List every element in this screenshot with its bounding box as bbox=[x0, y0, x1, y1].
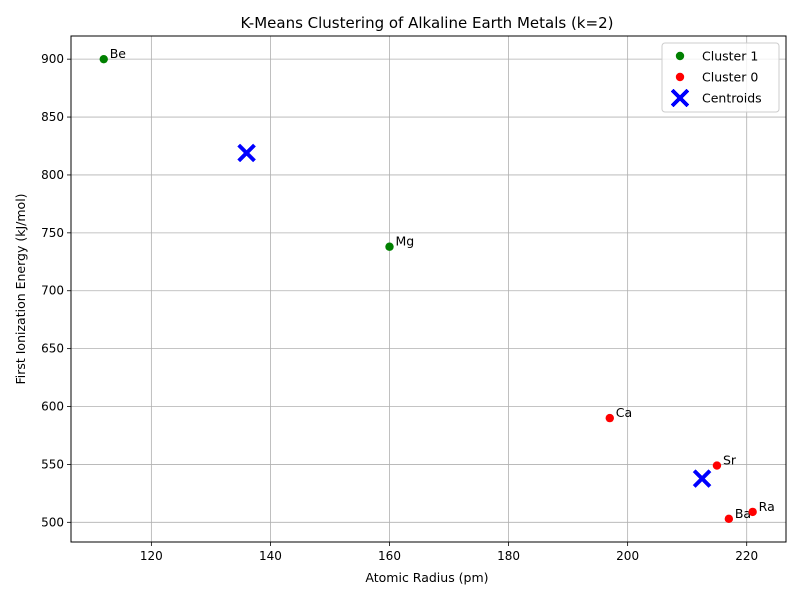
centroid-marker bbox=[237, 143, 256, 163]
legend-entry: Cluster 1 bbox=[702, 49, 758, 64]
y-tick-label: 550 bbox=[41, 457, 64, 471]
data-point-mg bbox=[385, 242, 394, 251]
x-tick-label: 200 bbox=[616, 549, 639, 563]
y-tick-label: 750 bbox=[41, 226, 64, 240]
y-tick-label: 900 bbox=[41, 52, 64, 66]
x-axis-label: Atomic Radius (pm) bbox=[365, 570, 488, 585]
legend-entry: Centroids bbox=[702, 91, 762, 106]
data-points: Be Mg Ca Sr Ba Ra bbox=[99, 46, 775, 524]
y-tick-label: 700 bbox=[41, 284, 64, 298]
legend-marker bbox=[675, 51, 685, 61]
point-label: Mg bbox=[396, 234, 415, 249]
x-tick-label: 180 bbox=[497, 549, 520, 563]
point-label: Ba bbox=[735, 506, 751, 521]
legend-entry: Cluster 0 bbox=[702, 70, 758, 85]
grid bbox=[71, 36, 786, 542]
plot-frame bbox=[70, 35, 787, 543]
legend-marker bbox=[675, 72, 685, 82]
y-tick-label: 800 bbox=[41, 168, 64, 182]
legend-box bbox=[661, 42, 780, 113]
data-point-ca bbox=[605, 413, 614, 423]
data-point-be bbox=[99, 54, 108, 64]
data-point-ra bbox=[748, 507, 757, 517]
y-tick-label: 500 bbox=[41, 515, 64, 529]
y-axis-label: First Ionization Energy (kJ/mol) bbox=[13, 193, 28, 384]
point-label: Be bbox=[110, 46, 127, 61]
y-tick-label: 650 bbox=[41, 342, 64, 356]
x-ticks: 120 140 160 180 200 220 bbox=[140, 542, 758, 563]
y-ticks: 500 550 600 650 700 750 800 850 900 bbox=[41, 52, 71, 529]
data-point-sr bbox=[712, 461, 722, 470]
x-tick-label: 220 bbox=[735, 549, 758, 563]
x-tick-label: 140 bbox=[259, 549, 282, 563]
x-tick-label: 160 bbox=[378, 549, 401, 563]
point-label: Ra bbox=[759, 499, 775, 514]
x-tick-label: 120 bbox=[140, 549, 163, 563]
chart-title: K-Means Clustering of Alkaline Earth Met… bbox=[241, 14, 614, 32]
point-label: Sr bbox=[723, 453, 737, 468]
point-label: Ca bbox=[616, 405, 632, 420]
legend: Cluster 1 Cluster 0 Centroids bbox=[661, 42, 780, 113]
y-tick-label: 850 bbox=[41, 110, 64, 124]
y-tick-label: 600 bbox=[41, 400, 64, 414]
centroid-marker bbox=[692, 469, 712, 488]
data-point-ba bbox=[724, 514, 734, 524]
legend-centroid-icon bbox=[670, 88, 690, 108]
